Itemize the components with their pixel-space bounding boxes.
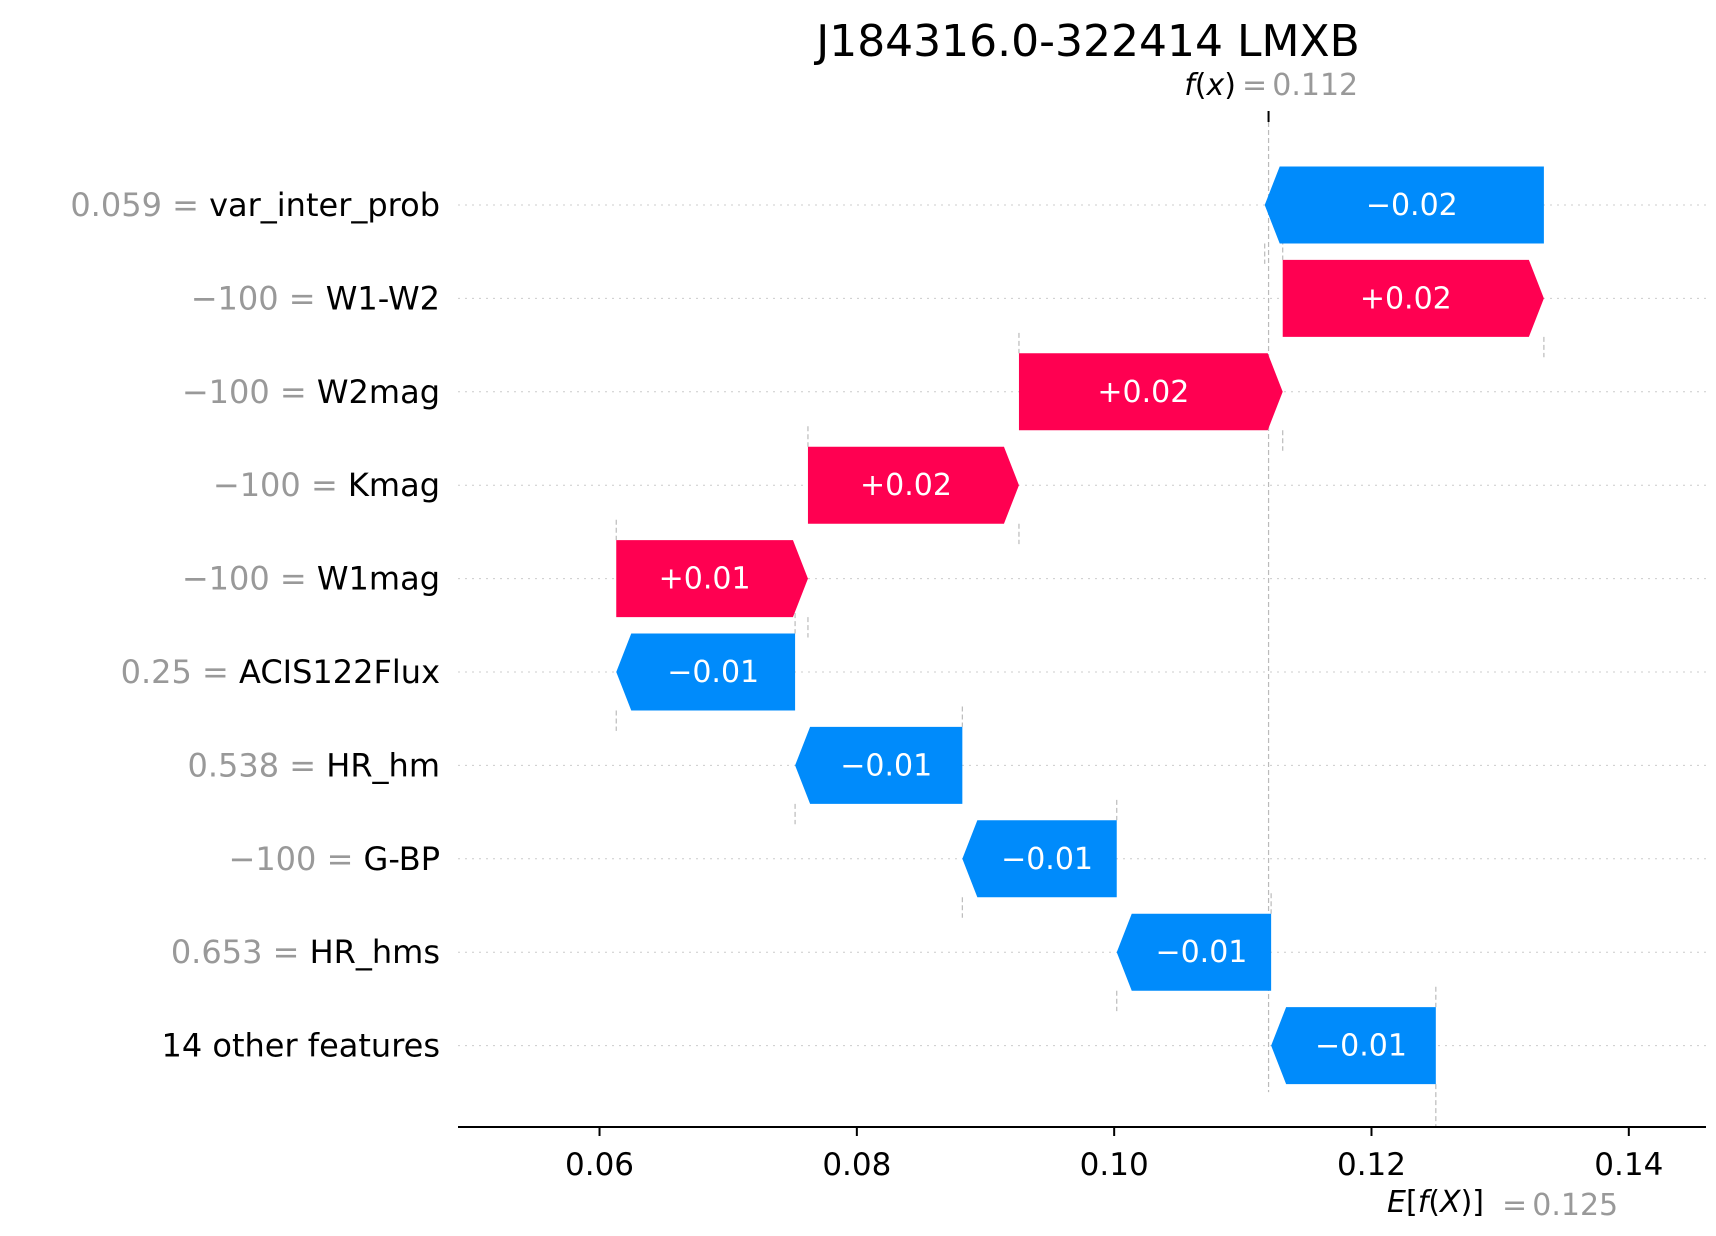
expected-value: 0.125 [1532,1188,1618,1223]
negative-bar [1271,1007,1436,1085]
feature-name: W1-W2 [326,279,440,317]
feature-label: −100 = W2mag [182,373,440,411]
positive-bar [616,540,808,618]
bar-value-label: +0.02 [860,468,952,503]
chart-title: J184316.0-322414 LMXB [813,16,1360,67]
x-tick-label: 0.14 [1594,1147,1663,1183]
feature-label: −100 = W1-W2 [191,279,440,317]
feature-label: −100 = Kmag [213,466,440,504]
x-tick-label: 0.10 [1080,1147,1149,1183]
fx-annotation: f(x) = 0.112 [1184,68,1358,103]
feature-label: 0.653 = HR_hms [171,933,440,971]
svg-text:f(x): f(x) [1184,68,1236,103]
negative-bar [962,820,1117,898]
feature-name: HR_hms [310,933,440,971]
feature-name: W2mag [317,373,440,411]
bar-value-label: −0.01 [1315,1029,1407,1064]
negative-bar [1116,913,1272,991]
feature-name: W1mag [317,560,440,598]
negative-bar [1264,166,1544,244]
feature-value: 0.538 = [187,746,326,784]
feature-value: 0.059 = [70,186,209,224]
feature-name: ACIS122Flux [239,653,440,691]
svg-text:E[f(X)]: E[f(X)] [1387,1185,1484,1220]
feature-name: G-BP [364,840,440,878]
bar-value-label: −0.02 [1366,188,1458,223]
feature-name: 14 other features [161,1027,440,1065]
feature-label: 14 other features [161,1027,440,1065]
positive-bar [1018,353,1283,431]
feature-value: −100 = [191,279,326,317]
svg-text:= 0.125: = 0.125 [1502,1188,1618,1223]
bar-value-label: +0.01 [659,562,751,597]
bar-value-label: −0.01 [1155,935,1247,970]
svg-text:= 0.112: = 0.112 [1242,68,1358,103]
x-tick-label: 0.08 [822,1147,891,1183]
feature-value: −100 = [213,466,348,504]
x-tick-label: 0.06 [565,1147,634,1183]
positive-bar [807,446,1019,524]
bar-value-label: −0.01 [667,655,759,690]
fx-value: 0.112 [1272,68,1358,103]
bar-value-label: +0.02 [1360,281,1452,316]
bar-value-label: +0.02 [1097,375,1189,410]
feature-name: Kmag [348,466,440,504]
expected-value-annotation: E[f(X)] = 0.125 [1387,1185,1618,1223]
feature-label: −100 = G-BP [229,840,441,878]
feature-value: −100 = [182,373,317,411]
feature-value: 0.653 = [171,933,310,971]
positive-bar [1282,259,1544,337]
feature-label: 0.25 = ACIS122Flux [121,653,440,691]
feature-value: −100 = [229,840,364,878]
x-tick-label: 0.12 [1337,1147,1406,1183]
feature-name: HR_hm [326,746,440,784]
feature-label: 0.059 = var_inter_prob [70,186,440,224]
feature-label: −100 = W1mag [182,560,440,598]
feature-label: 0.538 = HR_hm [187,746,440,784]
feature-value: −100 = [182,560,317,598]
feature-value: 0.25 = [121,653,239,691]
negative-bar [795,726,963,804]
bar-value-label: −0.01 [1001,842,1093,877]
bar-value-label: −0.01 [840,748,932,783]
negative-bar [616,633,796,711]
feature-name: var_inter_prob [209,186,440,224]
